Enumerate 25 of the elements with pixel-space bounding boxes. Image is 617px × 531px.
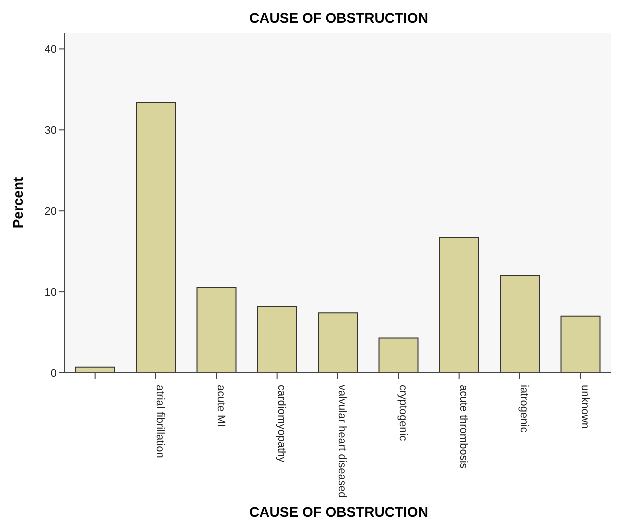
bar [439,237,480,373]
bar [136,102,176,373]
bar [196,288,237,373]
y-tick-label: 30 [44,125,57,138]
bar [378,338,419,373]
x-tick-label: atrial fibrillation [154,385,166,458]
x-tick-label: acute thrombosis [457,385,470,470]
x-tick-label: cryptogenic [396,385,409,442]
y-tick-label: 10 [44,286,57,299]
x-tick-label: unknown [578,385,591,430]
chart-title: CAUSE OF OBSTRUCTION [248,10,430,26]
bar [257,306,298,373]
x-tick-label: iatrogenic [518,385,530,434]
y-axis-title: Percent [10,176,26,229]
y-tick-label: 20 [44,206,57,218]
y-tick-label: 40 [44,44,57,56]
x-axis-title: CAUSE OF OBSTRUCTION [248,504,430,520]
bar [500,275,540,373]
bar [560,316,601,373]
bar [318,312,358,373]
x-tick-label: cardiomyopathy [275,385,288,464]
x-tick-label: acute MI [214,385,227,428]
y-tick-label: 0 [50,368,57,380]
x-tick-label: valvular heart diseased [336,385,348,498]
bar [75,366,116,373]
